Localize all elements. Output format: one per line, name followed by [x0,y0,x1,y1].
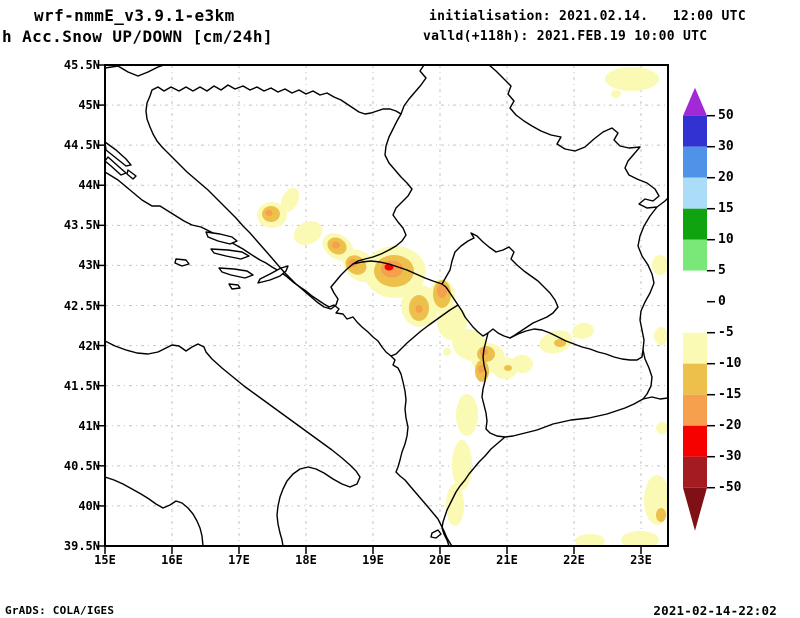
lat-tick-label: 39.5N [63,539,100,553]
island-lastovo [228,283,241,290]
coastlines-and-borders [105,65,668,546]
axis-ticks [97,64,642,554]
lat-tick-label: 41N [78,418,100,433]
lon-tick-label: 22E [563,553,585,567]
colorbar-segment [683,208,707,240]
colorbar-segment [683,456,707,488]
colorbar-segment [683,270,707,302]
lat-tick-label: 44N [78,178,100,193]
lat-tick-label: 45N [78,98,100,113]
island-hvar [210,248,250,260]
coast-italy-adriatic [105,340,361,546]
creation-timestamp: 2021-02-14-22:02 [653,603,777,618]
colorbar [683,87,715,531]
lat-tick-label: 40N [78,498,100,513]
snow-shade-light [257,67,668,546]
colorbar-tick-label: -20 [718,417,742,433]
grid-lines [105,65,668,546]
colorbar-tick-label: -50 [718,479,742,495]
snow-shading [257,67,668,546]
colorbar-tick-label: -15 [718,386,742,402]
colorbar-tick-label: -30 [718,448,742,464]
lat-tick-label: 40.5N [63,458,100,473]
coast-adriatic-albania [105,171,453,546]
lon-tick-label: 15E [94,553,116,567]
colorbar-segment [683,301,707,333]
lat-tick-label: 43N [78,258,100,273]
lon-tick-label: 21E [496,553,518,567]
lat-tick-label: 41.5N [63,378,100,393]
border-montenegro-serbia [352,260,443,285]
colorbar-segment [683,115,707,147]
colorbar-segment [683,363,707,395]
island-mljet-peljesac [257,265,289,284]
colorbar-segment [683,394,707,426]
coast-kvarner [105,65,165,77]
island-pag-group [105,141,132,167]
border-macedonia-north [509,328,644,361]
border-albania-macedonia [481,332,506,438]
colorbar-tick-label: 50 [718,107,734,123]
colorbar-segment [683,146,707,178]
lon-tick-label: 18E [295,553,317,567]
island-vis [174,258,190,267]
lon-tick-label: 23E [630,553,652,567]
colorbar-segment [683,239,707,271]
border-bosnia [145,84,413,310]
border-croatia-serbia [400,65,427,115]
lon-tick-label: 17E [228,553,250,567]
colorbar-tick-label: 30 [718,138,734,154]
border-greece-bulgaria [642,396,668,400]
colorbar-segment [683,177,707,209]
lat-tick-label: 44.5N [63,138,100,153]
colorbar-segment [683,425,707,457]
island-sliver-3 [126,169,137,180]
colorbar-tick-label: 0 [718,293,726,309]
island-korcula [218,267,254,279]
colorbar-tick-label: 10 [718,231,734,247]
colorbar-under-arrow [683,487,707,531]
colorbar-over-arrow [683,87,707,116]
init-time-label: initialisation: 2021.02.14. 12:00 UTC [429,9,746,24]
border-danube-serbia-romania [488,65,668,209]
colorbar-tick-label: -10 [718,355,742,371]
lat-tick-label: 42.5N [63,298,100,313]
valid-time-label: valld(+118h): 2021.FEB.19 10:00 UTC [423,29,708,44]
border-macedonia-greece-albania [441,398,644,546]
border-serbia-bulgaria-macedonia [637,206,658,400]
border-kosovo [441,232,559,339]
map-frame [104,64,669,547]
colorbar-segment [683,332,707,364]
border-montenegro-albania [390,304,459,357]
lon-tick-label: 16E [161,553,183,567]
island-sliver-2 [105,156,127,176]
grads-credit: GrADS: COLA/IGES [5,604,115,617]
coast-italy-tyrrhenian [105,476,204,546]
colorbar-tick-label: 20 [718,169,734,185]
model-title: wrf-nmmE_v3.9.1-e3km [34,6,235,25]
colorbar-tick-label: 5 [718,262,726,278]
variable-title: h Acc.Snow UP/DOWN [cm/24h] [2,27,273,46]
colorbar-tick-label: 15 [718,200,734,216]
lat-tick-label: 43.5N [63,218,100,233]
lat-tick-label: 45.5N [63,58,100,72]
colorbar-tick-label: -5 [718,324,734,340]
lon-tick-label: 20E [429,553,451,567]
island-brac [205,231,238,245]
lon-tick-label: 19E [362,553,384,567]
island-corfu [430,529,442,539]
lat-tick-label: 42N [78,338,100,353]
